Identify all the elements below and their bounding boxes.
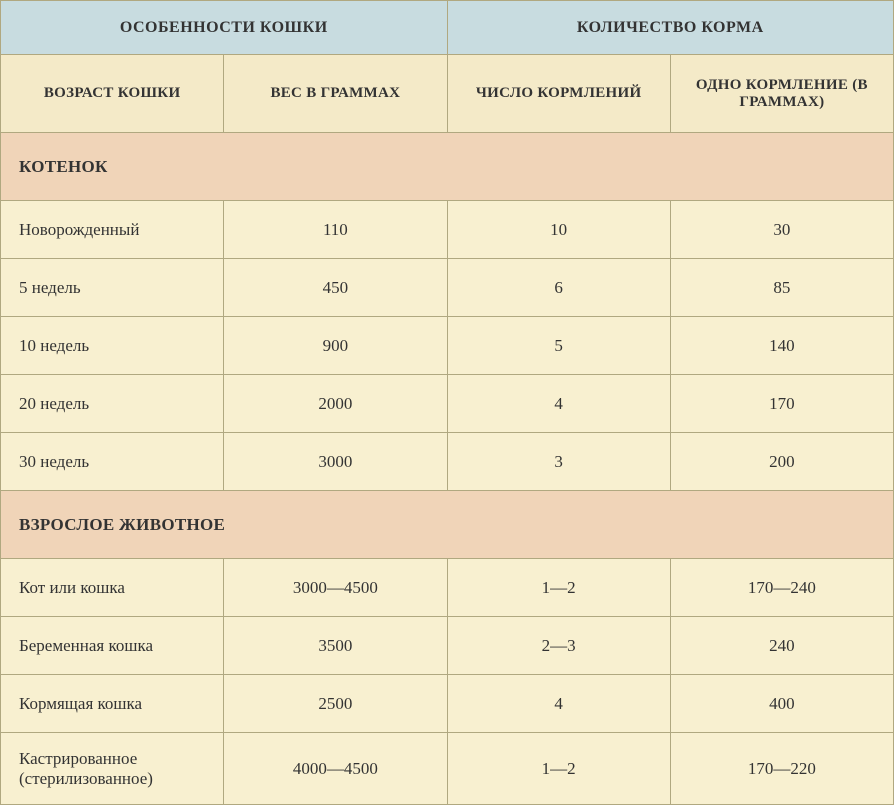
cell-age: 10 недель bbox=[1, 317, 224, 375]
cell-per-feeding: 140 bbox=[670, 317, 893, 375]
cell-age: Беременная кошка bbox=[1, 617, 224, 675]
cell-weight: 2000 bbox=[224, 375, 447, 433]
table-row: 10 недель 900 5 140 bbox=[1, 317, 894, 375]
cell-per-feeding: 170—240 bbox=[670, 559, 893, 617]
cell-per-feeding: 400 bbox=[670, 675, 893, 733]
cell-feedings: 2—3 bbox=[447, 617, 670, 675]
table-row: Кастрированное (стерилизованное) 4000—45… bbox=[1, 733, 894, 805]
cell-per-feeding: 200 bbox=[670, 433, 893, 491]
cell-age: 30 недель bbox=[1, 433, 224, 491]
table-row: Кормящая кошка 2500 4 400 bbox=[1, 675, 894, 733]
cell-feedings: 4 bbox=[447, 375, 670, 433]
header-sub-row: ВОЗРАСТ КОШКИ ВЕС В ГРАММАХ ЧИСЛО КОРМЛЕ… bbox=[1, 55, 894, 133]
cell-age: Новорожденный bbox=[1, 201, 224, 259]
cell-per-feeding: 85 bbox=[670, 259, 893, 317]
cell-weight: 2500 bbox=[224, 675, 447, 733]
cell-feedings: 3 bbox=[447, 433, 670, 491]
cell-per-feeding: 240 bbox=[670, 617, 893, 675]
header-age: ВОЗРАСТ КОШКИ bbox=[1, 55, 224, 133]
section-kitten: КОТЕНОК bbox=[1, 133, 894, 201]
cell-weight: 4000—4500 bbox=[224, 733, 447, 805]
cell-feedings: 1—2 bbox=[447, 559, 670, 617]
header-food-amount: КОЛИЧЕСТВО КОРМА bbox=[447, 1, 894, 55]
cell-per-feeding: 170 bbox=[670, 375, 893, 433]
cell-age: 20 недель bbox=[1, 375, 224, 433]
header-feedings: ЧИСЛО КОРМЛЕНИЙ bbox=[447, 55, 670, 133]
table-row: 30 недель 3000 3 200 bbox=[1, 433, 894, 491]
cell-weight: 450 bbox=[224, 259, 447, 317]
section-kitten-label: КОТЕНОК bbox=[1, 133, 894, 201]
cell-feedings: 6 bbox=[447, 259, 670, 317]
cell-feedings: 10 bbox=[447, 201, 670, 259]
section-adult-label: ВЗРОСЛОЕ ЖИВОТНОЕ bbox=[1, 491, 894, 559]
cell-age: Кот или кошка bbox=[1, 559, 224, 617]
header-group-row: ОСОБЕННОСТИ КОШКИ КОЛИЧЕСТВО КОРМА bbox=[1, 1, 894, 55]
cell-weight: 3000 bbox=[224, 433, 447, 491]
cell-per-feeding: 30 bbox=[670, 201, 893, 259]
cell-age: 5 недель bbox=[1, 259, 224, 317]
cell-weight: 900 bbox=[224, 317, 447, 375]
cell-weight: 3500 bbox=[224, 617, 447, 675]
cell-age: Кормящая кошка bbox=[1, 675, 224, 733]
table-row: Кот или кошка 3000—4500 1—2 170—240 bbox=[1, 559, 894, 617]
table-row: Новорожденный 110 10 30 bbox=[1, 201, 894, 259]
table-row: 5 недель 450 6 85 bbox=[1, 259, 894, 317]
cat-food-table: ОСОБЕННОСТИ КОШКИ КОЛИЧЕСТВО КОРМА ВОЗРА… bbox=[0, 0, 894, 805]
header-cat-features: ОСОБЕННОСТИ КОШКИ bbox=[1, 1, 448, 55]
table-row: Беременная кошка 3500 2—3 240 bbox=[1, 617, 894, 675]
section-adult: ВЗРОСЛОЕ ЖИВОТНОЕ bbox=[1, 491, 894, 559]
cell-age: Кастрированное (стерилизованное) bbox=[1, 733, 224, 805]
cell-weight: 3000—4500 bbox=[224, 559, 447, 617]
cell-feedings: 1—2 bbox=[447, 733, 670, 805]
cell-feedings: 4 bbox=[447, 675, 670, 733]
cell-weight: 110 bbox=[224, 201, 447, 259]
table-row: 20 недель 2000 4 170 bbox=[1, 375, 894, 433]
cell-per-feeding: 170—220 bbox=[670, 733, 893, 805]
header-weight: ВЕС В ГРАММАХ bbox=[224, 55, 447, 133]
header-per-feeding: ОДНО КОРМЛЕНИЕ (В ГРАММАХ) bbox=[670, 55, 893, 133]
cell-feedings: 5 bbox=[447, 317, 670, 375]
